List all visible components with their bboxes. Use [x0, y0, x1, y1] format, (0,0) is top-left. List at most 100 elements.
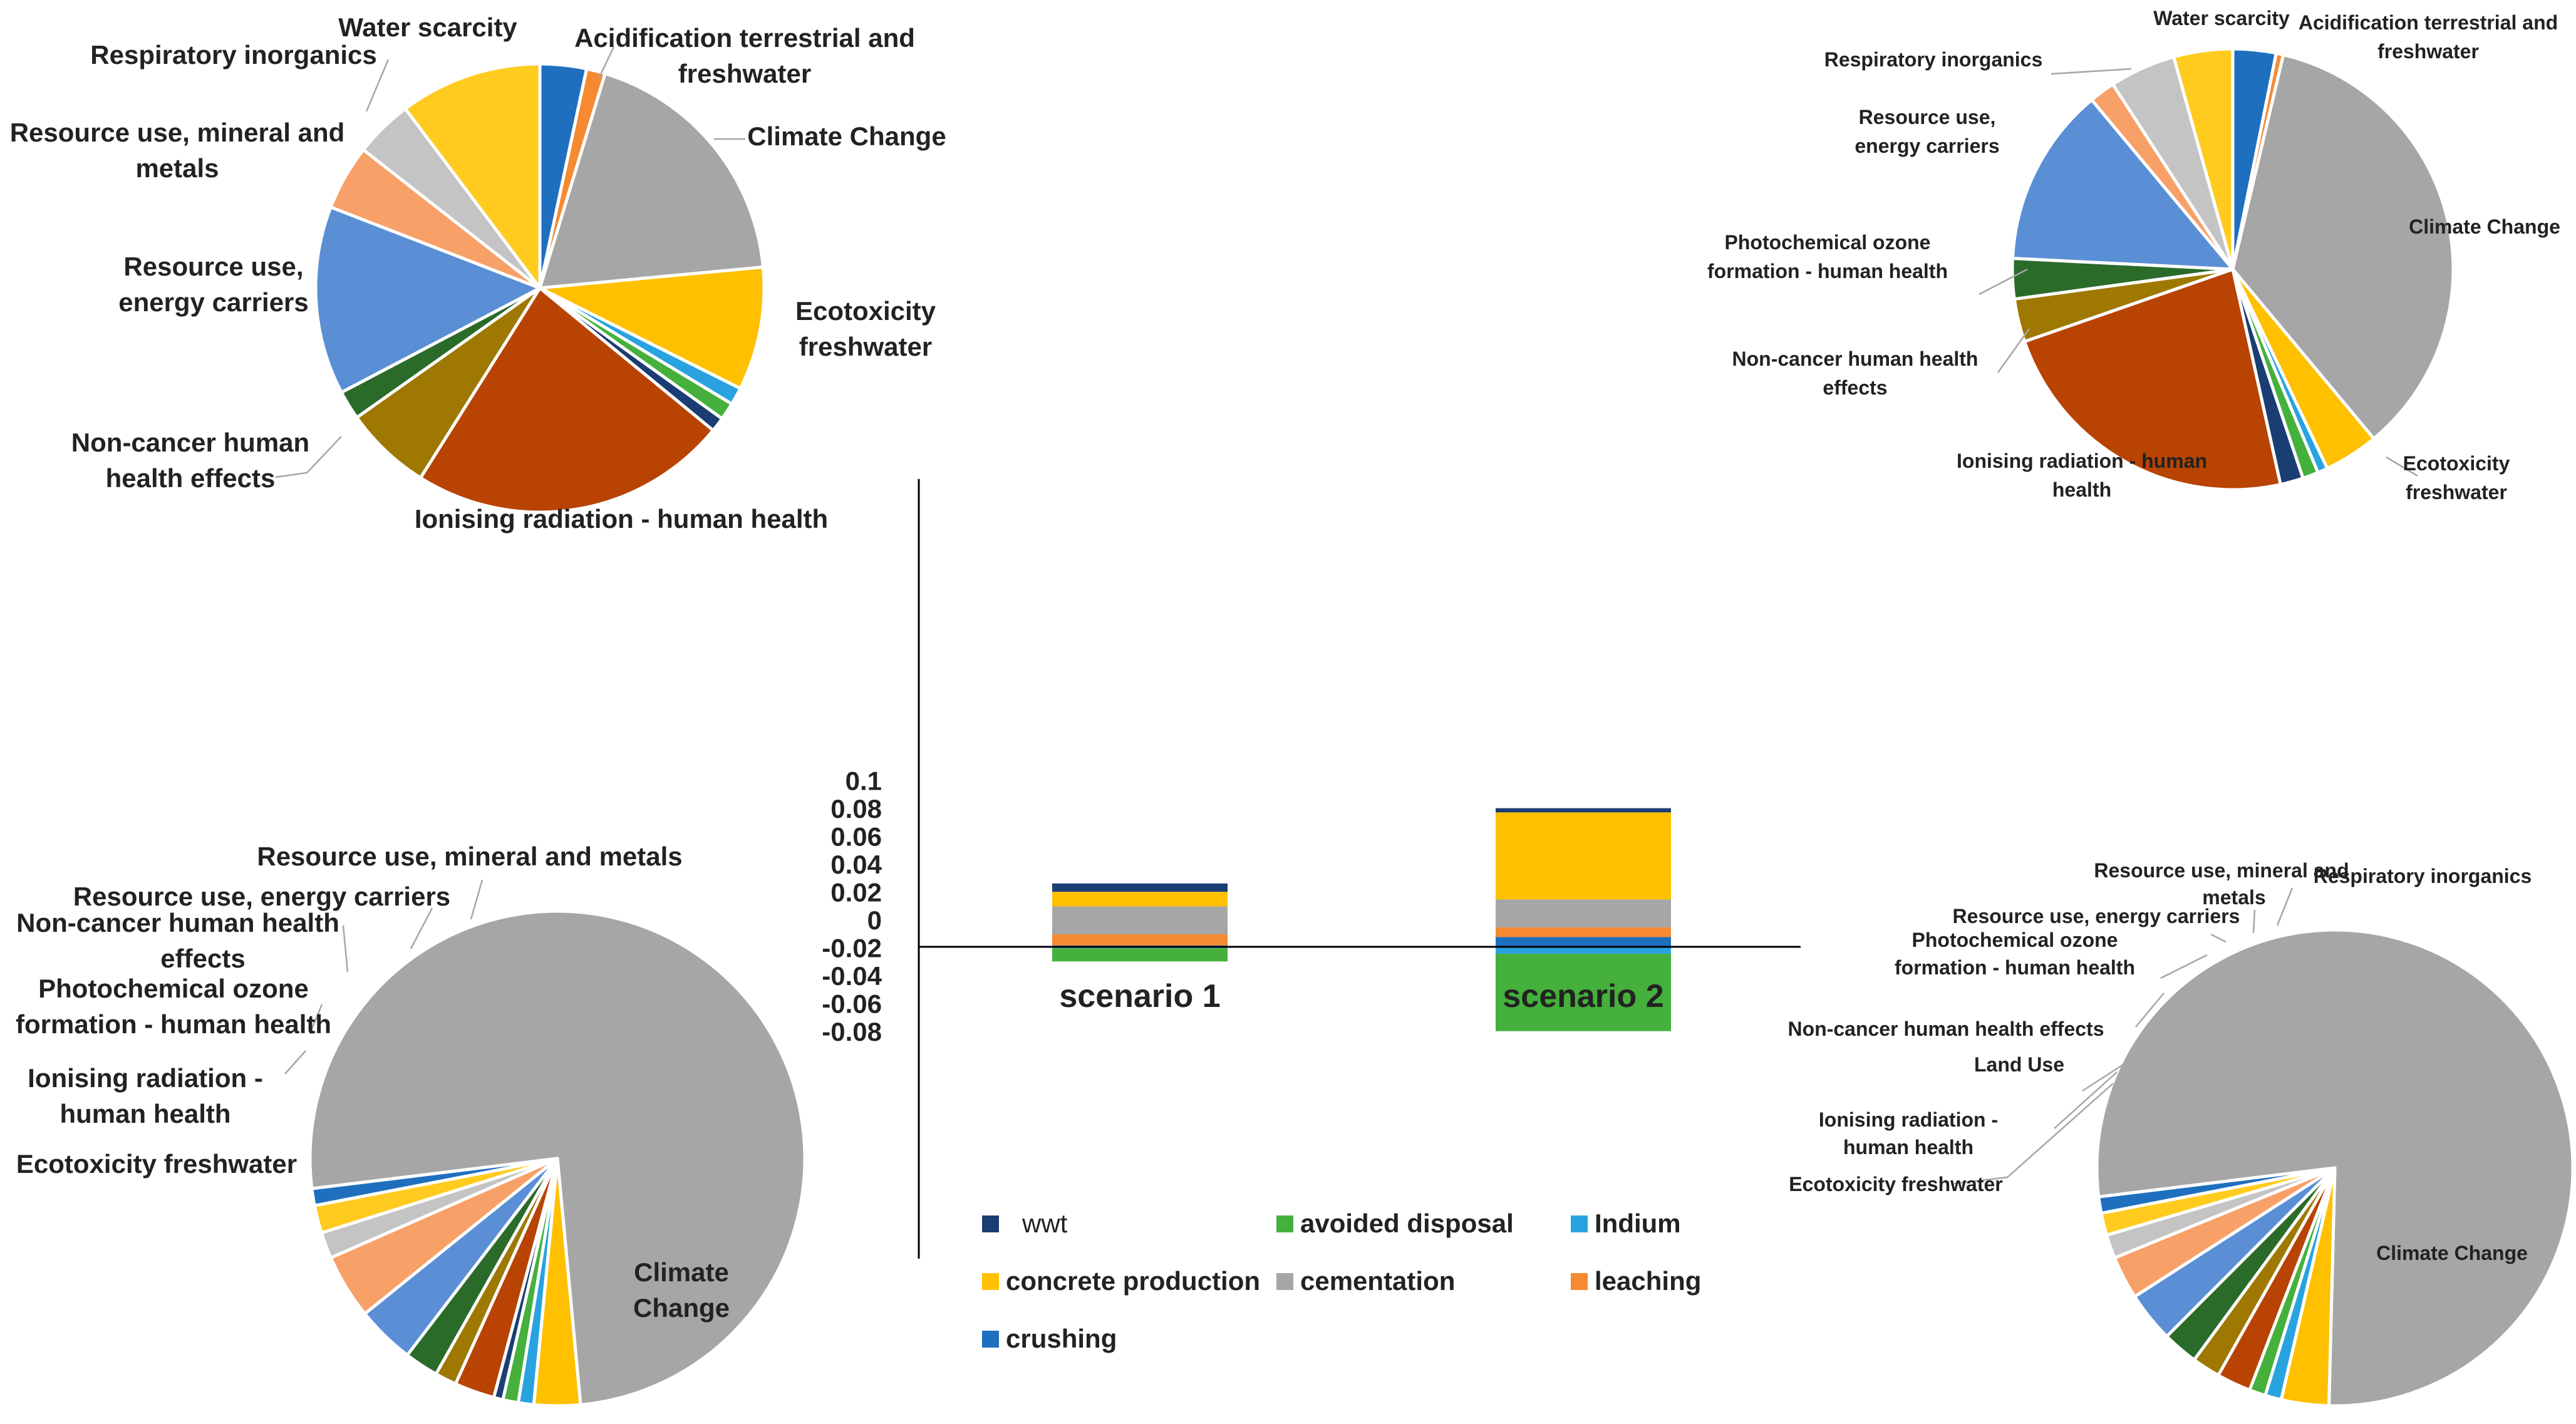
pie-label: health effects — [106, 463, 276, 493]
pie-label: metals — [135, 153, 219, 183]
pie-label: effects — [1823, 376, 1887, 399]
y-tick-label: -0.02 — [822, 934, 882, 963]
pie-bottom-right: Resource use, mineral and metals Respira… — [1788, 859, 2575, 1408]
leader-line — [1953, 1083, 2114, 1185]
pie-label: health — [2052, 478, 2111, 501]
pie-bottom-right-slices — [2095, 928, 2575, 1408]
pie-label: Ecotoxicity freshwater — [1789, 1173, 2002, 1195]
legend-item-cementation: cementation — [1276, 1266, 1455, 1296]
leader-line — [342, 925, 349, 973]
bar-segment-wwt-scenario-2 — [1496, 808, 1671, 813]
legend-item-concrete-production: concrete production — [982, 1266, 1260, 1296]
legend-swatch-wwt — [982, 1215, 999, 1232]
leader-line — [470, 879, 484, 920]
legend-item-leaching: leaching — [1571, 1266, 1701, 1296]
leader-line — [275, 436, 342, 478]
bar-segment-leaching-scenario-2 — [1496, 927, 1671, 937]
pie-label: Ionising radiation - human — [1957, 450, 2207, 472]
leader-line — [365, 59, 390, 112]
pie-label: effects — [160, 944, 245, 973]
pie-label: Photochemical ozone — [1725, 231, 1931, 254]
pie-bottom-left-slices — [308, 909, 807, 1408]
legend-label-leaching: leaching — [1595, 1266, 1701, 1296]
pie-slice-climate-change — [2231, 53, 2455, 440]
pie-top-left: Water scarcity Acidification terrestrial… — [10, 13, 946, 534]
y-tick-labels: 0.10.080.060.040.020-0.02-0.04-0.06-0.08 — [822, 766, 882, 1047]
y-tick-label: 0.06 — [830, 822, 882, 852]
leader-line — [284, 1050, 306, 1075]
bar-segment-avoided-disposal-scenario-2 — [1496, 954, 1671, 1031]
y-tick-label: 0.1 — [846, 766, 882, 796]
pie-label: human health — [1843, 1136, 1973, 1158]
pie-label: Water scarcity — [2153, 7, 2290, 29]
pie-label: Ionising radiation - — [1819, 1108, 1998, 1131]
pie-label: Photochemical ozone — [1912, 929, 2118, 951]
pie-label: energy carriers — [118, 287, 309, 317]
pie-label: Change — [633, 1293, 730, 1323]
leader-line — [2252, 909, 2256, 934]
legend-label-cementation: cementation — [1300, 1266, 1455, 1296]
pie-label: freshwater — [799, 332, 932, 361]
pie-label: Non-cancer human health — [16, 908, 339, 937]
bar-segment-concrete-production-scenario-1 — [1052, 892, 1228, 907]
leader-line — [2276, 887, 2294, 926]
pie-label: freshwater — [678, 59, 811, 88]
pie-label: Acidification terrestrial and — [574, 23, 915, 53]
leader-line — [410, 907, 433, 949]
pie-label: Ecotoxicity freshwater — [16, 1149, 297, 1179]
bar-segment-avoided-disposal-scenario-1 — [1052, 948, 1228, 962]
legend-item-crushing: crushing — [982, 1324, 1117, 1353]
legend-label-avoided-disposal: avoided disposal — [1300, 1209, 1514, 1238]
legend-swatch-concrete-production — [982, 1273, 999, 1290]
legend: wwt avoided disposal Indium concrete pro… — [982, 1209, 1701, 1353]
pie-top-left-labels: Water scarcity Acidification terrestrial… — [10, 13, 946, 534]
pie-top-left-leaders — [275, 46, 745, 478]
leader-line — [2082, 1063, 2124, 1092]
pie-label: Water scarcity — [338, 13, 517, 42]
pie-label: Resource use, — [1859, 106, 1996, 128]
pie-top-right-slices — [2010, 47, 2455, 492]
pie-top-right-leaders — [1979, 68, 2418, 477]
pie-slice-non-cancer-human-health-effects — [355, 286, 542, 480]
pie-slice-water-scarcity — [403, 62, 542, 290]
pie-slice-resource-use-energy-carriers — [2010, 98, 2235, 271]
y-tick-label: -0.06 — [822, 989, 882, 1019]
leader-line — [1997, 328, 2030, 373]
pie-label: energy carriers — [1854, 135, 1999, 157]
legend-swatch-cementation — [1276, 1273, 1293, 1290]
pie-bottom-left-labels: Resource use, mineral and metals Resourc… — [16, 842, 730, 1323]
category-label-scenario-2: scenario 2 — [1503, 978, 1663, 1014]
legend-label-crushing: crushing — [1006, 1324, 1117, 1353]
pie-label: Resource use, energy carriers — [1953, 905, 2240, 927]
bar-segment-indium-scenario-2 — [1496, 947, 1671, 954]
pie-label: Resource use, mineral and metals — [257, 842, 682, 871]
pie-label: Climate Change — [2409, 215, 2560, 238]
pie-label: Respiratory inorganics — [2314, 865, 2532, 887]
pie-label: Respiratory inorganics — [90, 40, 376, 70]
legend-label-indium: Indium — [1595, 1209, 1681, 1238]
legend-item-wwt: wwt — [982, 1209, 1068, 1238]
bar-segment-crushing-scenario-2 — [1496, 937, 1671, 947]
y-tick-label: 0.02 — [830, 878, 882, 907]
bar-segment-wwt-scenario-1 — [1052, 883, 1228, 892]
pie-top-right: Water scarcity Acidification terrestrial… — [1707, 7, 2560, 503]
pie-slice-climate-change — [538, 72, 765, 290]
pie-label: Ecotoxicity — [2403, 452, 2510, 475]
pie-label: formation - human health — [1707, 260, 1948, 282]
leader-line — [1979, 268, 2028, 296]
pie-slice-ionising-radiation-human-health — [418, 286, 715, 514]
leader-line — [2135, 993, 2165, 1028]
pie-slice-unlabeled-11 — [2097, 1166, 2337, 1215]
pie-label: Non-cancer human health effects — [1788, 1018, 2104, 1040]
pie-label: Climate — [634, 1257, 729, 1287]
pie-label: metals — [2202, 886, 2265, 909]
pie-label: Non-cancer human — [71, 428, 309, 457]
category-label-scenario-1: scenario 1 — [1059, 978, 1220, 1014]
pie-label: freshwater — [2406, 481, 2507, 503]
legend-item-indium: Indium — [1571, 1209, 1681, 1238]
pie-slice-ecotoxicity-freshwater — [538, 266, 766, 390]
pie-label: Photochemical ozone — [38, 974, 309, 1003]
leader-line — [2051, 68, 2132, 75]
legend-label-concrete-production: concrete production — [1006, 1266, 1260, 1296]
